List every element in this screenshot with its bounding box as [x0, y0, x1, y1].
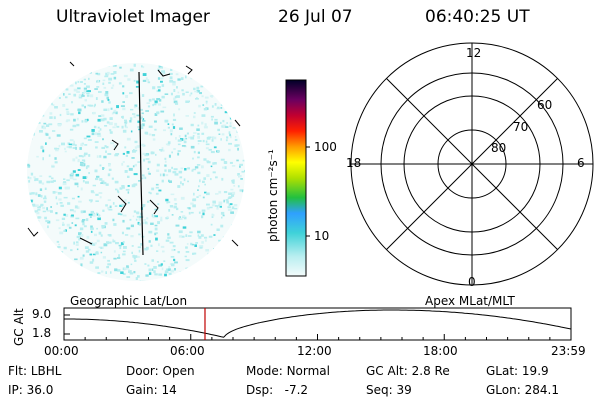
- colorbar-scale: [285, 79, 307, 277]
- orbit-timeline: [63, 307, 572, 341]
- info-door: Door: Open: [126, 364, 195, 378]
- y-min-label: 1.8: [32, 326, 52, 340]
- polar-grid: [350, 42, 594, 286]
- mlt-label-12: 12: [466, 46, 482, 60]
- instrument-title: Ultraviolet Imager: [56, 7, 210, 27]
- mlt-label-18: 18: [346, 156, 362, 170]
- info-mode: Mode: Normal: [246, 364, 330, 378]
- y-max-label: 9.0: [32, 307, 52, 321]
- lat-label-80: 80: [491, 141, 507, 155]
- info-glon: GLon: 284.1: [486, 383, 559, 397]
- info-seq: Seq: 39: [366, 383, 412, 397]
- coastline-contour: [138, 71, 144, 256]
- info-dsp: Dsp: -7.2: [246, 383, 309, 397]
- time-label: 06:40:25 UT: [425, 7, 530, 27]
- info-gain: Gain: 14: [126, 383, 177, 397]
- geographic-label: Geographic Lat/Lon: [70, 294, 188, 308]
- lat-label-70: 70: [513, 120, 529, 134]
- apex-label: Apex MLat/MLT: [425, 294, 515, 308]
- mlt-label-6: 6: [577, 156, 585, 170]
- gc-alt-axis-title: GC Alt: [12, 308, 26, 346]
- time-tick-1800: 18:00: [423, 344, 458, 358]
- time-tick-0600: 06:00: [170, 344, 205, 358]
- info-glat: GLat: 19.9: [486, 364, 549, 378]
- time-tick-2359: 23:59: [551, 344, 586, 358]
- colorbar-tick-10: 10: [314, 229, 330, 243]
- colorbar-unit-label: photon cm⁻²s⁻¹: [266, 149, 280, 242]
- mlt-label-0: 0: [468, 275, 476, 289]
- info-ip: IP: 36.0: [8, 383, 54, 397]
- info-gc-alt: GC Alt: 2.8 Re: [366, 364, 450, 378]
- date-label: 26 Jul 07: [278, 7, 353, 27]
- time-tick-1200: 12:00: [297, 344, 332, 358]
- time-tick-0000: 00:00: [44, 344, 79, 358]
- aurora-image: [27, 61, 245, 281]
- colorbar: [285, 79, 310, 277]
- lat-label-60: 60: [537, 98, 553, 112]
- info-flt: Flt: LBHL: [8, 364, 62, 378]
- colorbar-tick-100: 100: [314, 140, 337, 154]
